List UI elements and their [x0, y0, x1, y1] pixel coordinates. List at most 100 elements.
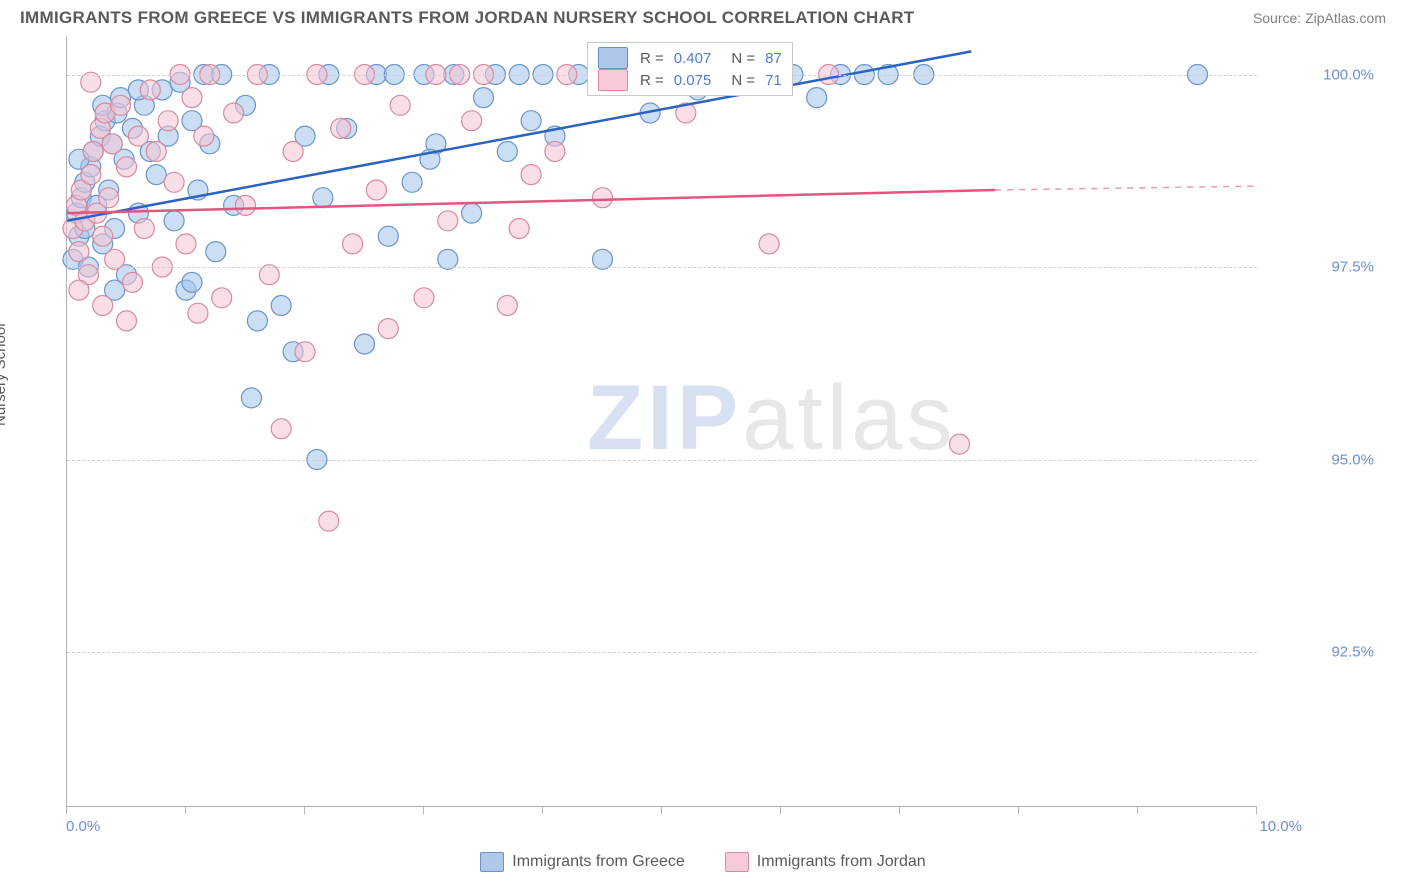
data-point: [164, 211, 184, 231]
data-point: [128, 126, 148, 146]
data-point: [182, 272, 202, 292]
grid-line: [67, 652, 1257, 653]
data-point: [93, 226, 113, 246]
data-point: [176, 234, 196, 254]
data-point: [247, 311, 267, 331]
data-point: [212, 288, 232, 308]
data-point: [438, 211, 458, 231]
source-name: ZipAtlas.com: [1305, 10, 1386, 26]
data-point: [366, 180, 386, 200]
grid-line: [67, 460, 1257, 461]
chart-source: Source: ZipAtlas.com: [1253, 10, 1386, 26]
plot-svg: [67, 36, 1257, 806]
stats-legend-row: R = 0.075 N = 71: [598, 69, 782, 91]
data-point: [111, 95, 131, 115]
bottom-legend: Immigrants from Greece Immigrants from Jo…: [0, 852, 1406, 872]
n-label: N =: [731, 50, 755, 67]
data-point: [509, 219, 529, 239]
n-value: 87: [765, 50, 782, 67]
chart-title: IMMIGRANTS FROM GREECE VS IMMIGRANTS FRO…: [20, 8, 914, 28]
regression-line-extension: [995, 186, 1257, 190]
data-point: [99, 188, 119, 208]
data-point: [164, 172, 184, 192]
grid-line: [67, 267, 1257, 268]
bottom-legend-item: Immigrants from Greece: [480, 852, 684, 872]
stats-legend: R = 0.407 N = 87 R = 0.075 N = 71: [587, 42, 793, 96]
data-point: [295, 342, 315, 362]
x-tick-mark: [304, 806, 305, 814]
y-axis-label: Nursery School: [0, 323, 9, 426]
data-point: [146, 165, 166, 185]
data-point: [378, 319, 398, 339]
data-point: [521, 165, 541, 185]
data-point: [474, 88, 494, 108]
data-point: [319, 511, 339, 531]
data-point: [521, 111, 541, 131]
data-point: [206, 242, 226, 262]
data-point: [807, 88, 827, 108]
x-tick-mark: [423, 806, 424, 814]
x-tick-mark: [899, 806, 900, 814]
x-tick-label-max: 10.0%: [1259, 818, 1302, 835]
data-point: [497, 142, 517, 162]
bottom-legend-item: Immigrants from Jordan: [725, 852, 926, 872]
data-point: [390, 95, 410, 115]
data-point: [497, 296, 517, 316]
plot-region: ZIPatlas R =0.407N =87R =0.075N =71: [66, 36, 1257, 807]
x-tick-label-min: 0.0%: [66, 818, 100, 835]
r-value: 0.075: [674, 72, 712, 89]
x-tick-mark: [66, 806, 67, 814]
data-point: [236, 195, 256, 215]
data-point: [331, 118, 351, 138]
legend-swatch: [480, 852, 504, 872]
r-label: R =: [640, 72, 664, 89]
y-tick-label: 95.0%: [1331, 451, 1374, 468]
data-point: [134, 219, 154, 239]
x-tick-mark: [1256, 806, 1257, 814]
data-point: [69, 280, 89, 300]
data-point: [414, 288, 434, 308]
data-point: [378, 226, 398, 246]
data-point: [224, 103, 244, 123]
data-point: [122, 272, 142, 292]
x-tick-mark: [1018, 806, 1019, 814]
n-label: N =: [731, 72, 755, 89]
legend-label: Immigrants from Jordan: [757, 853, 926, 871]
data-point: [593, 188, 613, 208]
x-tick-mark: [661, 806, 662, 814]
x-tick-mark: [1137, 806, 1138, 814]
data-point: [93, 296, 113, 316]
r-value: 0.407: [674, 50, 712, 67]
data-point: [313, 188, 333, 208]
data-point: [182, 88, 202, 108]
data-point: [402, 172, 422, 192]
x-tick-mark: [542, 806, 543, 814]
data-point: [117, 157, 137, 177]
x-tick-mark: [780, 806, 781, 814]
legend-swatch: [598, 69, 628, 91]
y-tick-label: 92.5%: [1331, 644, 1374, 661]
data-point: [271, 419, 291, 439]
data-point: [117, 311, 137, 331]
data-point: [188, 303, 208, 323]
stats-legend-row: R =0.407N =87: [598, 47, 782, 69]
legend-label: Immigrants from Greece: [512, 853, 684, 871]
data-point: [69, 242, 89, 262]
n-value: 71: [765, 72, 782, 89]
data-point: [283, 142, 303, 162]
legend-swatch: [725, 852, 749, 872]
data-point: [462, 203, 482, 223]
legend-swatch: [598, 47, 628, 69]
data-point: [759, 234, 779, 254]
source-label: Source:: [1253, 10, 1301, 26]
data-point: [545, 142, 565, 162]
data-point: [271, 296, 291, 316]
y-tick-label: 97.5%: [1331, 259, 1374, 276]
chart-header: IMMIGRANTS FROM GREECE VS IMMIGRANTS FRO…: [0, 0, 1406, 32]
data-point: [343, 234, 363, 254]
data-point: [241, 388, 261, 408]
x-tick-mark: [185, 806, 186, 814]
data-point: [83, 142, 103, 162]
y-tick-label: 100.0%: [1323, 66, 1374, 83]
data-point: [81, 165, 101, 185]
